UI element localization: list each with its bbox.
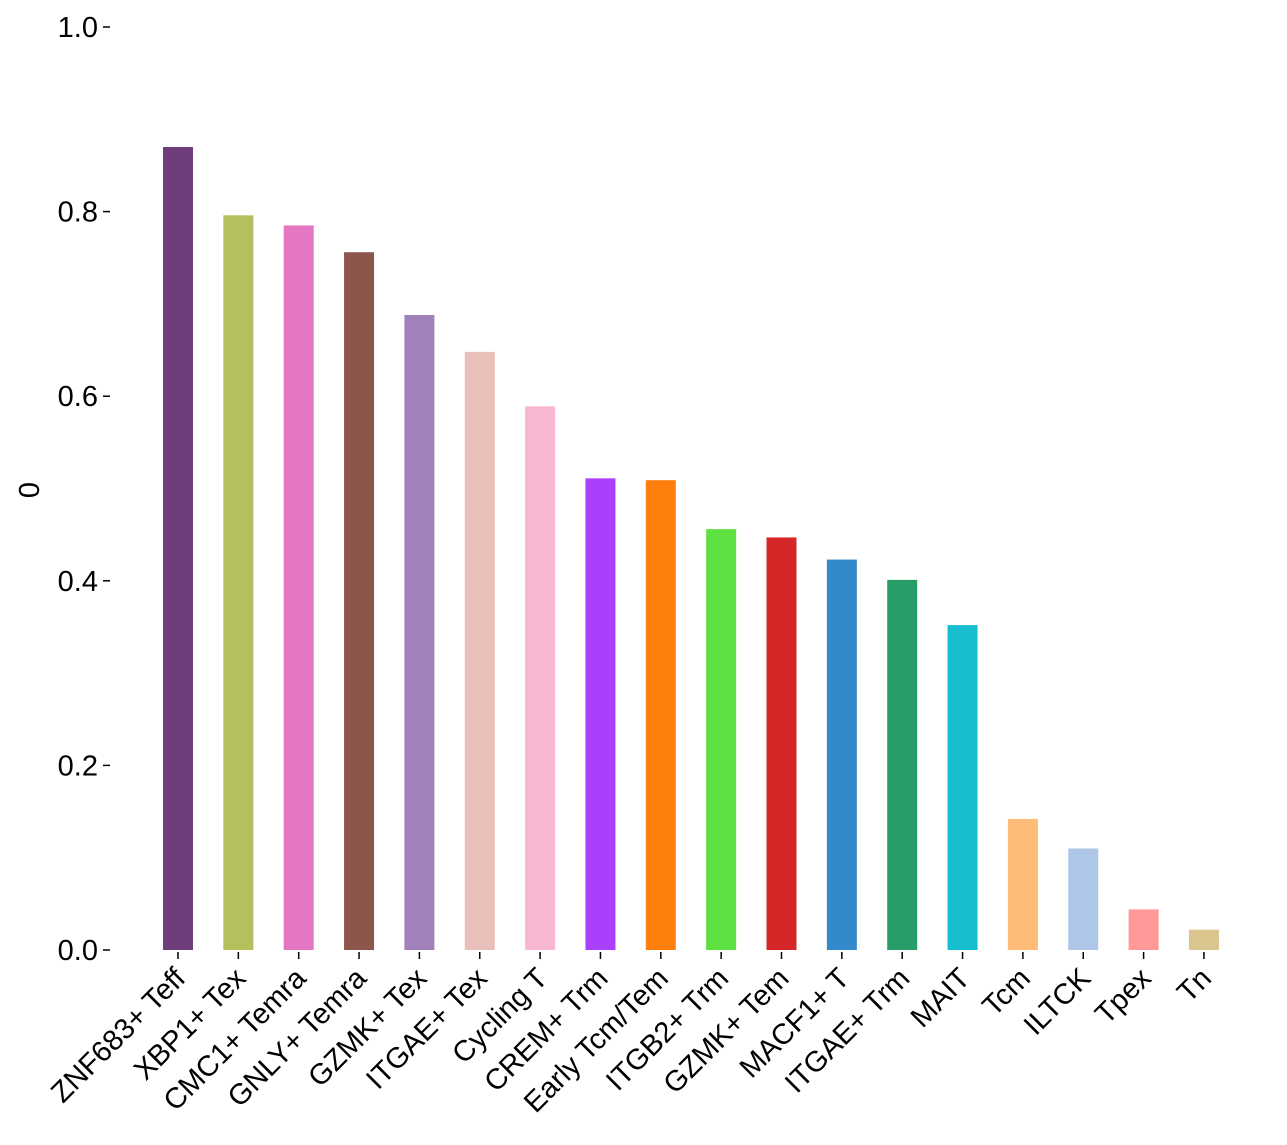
bar-mait	[947, 625, 978, 950]
x-tick-label: MAIT	[905, 962, 977, 1034]
y-axis: 0.0 0.2 0.4 0.6 0.8 1.0	[58, 12, 110, 967]
bar-crem-trm	[585, 478, 616, 950]
y-tick-label: 0.6	[58, 381, 98, 413]
bar-itgae-trm	[887, 579, 918, 950]
bar-xbp1-tex	[223, 215, 254, 951]
y-tick-label: 0.0	[58, 935, 98, 967]
bars	[163, 146, 1219, 951]
bar-cmc1-temra	[283, 225, 314, 950]
y-tick-label: 1.0	[58, 12, 98, 44]
bar-gzmk-tex	[404, 314, 435, 950]
y-tick-label: 0.8	[58, 197, 98, 229]
x-tick-label: Tn	[1171, 962, 1218, 1009]
y-tick-label: 0.4	[58, 566, 98, 598]
bar-tpex	[1128, 909, 1159, 950]
x-tick-label: ILTCK	[1018, 962, 1098, 1042]
bar-znf683-teff	[163, 146, 193, 951]
x-tick-label: Tpex	[1089, 962, 1158, 1031]
y-axis-label: 0	[14, 482, 46, 498]
bar-tn	[1188, 929, 1219, 950]
y-tick-label: 0.2	[58, 750, 98, 782]
bar-itgae-tex	[464, 351, 495, 950]
bar-gnly-temra	[344, 252, 375, 950]
bar-early-tcm-tem	[645, 480, 676, 950]
bar-macf1-t	[826, 559, 857, 950]
bar-iltck	[1068, 848, 1099, 950]
bar-itgb2-trm	[706, 529, 737, 950]
bar-gzmk-tem	[766, 537, 797, 950]
bar-cycling-t	[525, 406, 556, 950]
bar-tcm	[1007, 818, 1038, 950]
